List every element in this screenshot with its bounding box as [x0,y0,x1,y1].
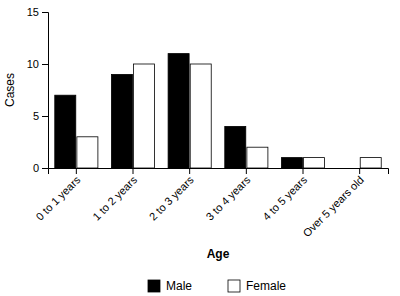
bar [168,54,189,168]
x-tick: 4 to 5 years [260,168,309,223]
x-tick-mark [359,168,360,174]
y-axis-title: Cases [3,73,17,107]
y-tick-mark [42,116,48,117]
x-tick-label: 1 to 2 years [90,173,139,222]
legend-label: Female [246,279,286,293]
x-axis-line [49,169,389,175]
x-tick: 0 to 1 years [33,168,82,223]
y-tick-label: 5 [33,110,39,122]
bar [338,168,359,169]
y-tick-label: 0 [33,162,39,174]
bar [134,64,155,168]
x-tick-label: 4 to 5 years [260,173,309,222]
x-tick-mark [303,168,304,174]
plot-area: 0 5 10 15 0 to 1 years1 to 2 years2 to 3 yea… [27,6,389,239]
x-axis-title: Age [207,247,230,261]
y-axis: 0 5 10 15 [27,6,49,174]
bar [111,74,132,168]
x-tick-label: Over 5 years old [300,174,366,240]
x-tick-label: 3 to 4 years [203,173,252,222]
y-axis-line [42,13,49,169]
legend-swatch [228,280,240,292]
y-tick-label: 10 [27,58,39,70]
x-tick: 3 to 4 years [203,168,252,223]
bar [247,147,268,168]
x-tick: Over 5 years old [300,168,366,239]
bar [55,95,76,168]
bar [360,158,381,168]
y-tick: 5 [33,110,48,122]
x-axis: 0 to 1 years1 to 2 years2 to 3 years3 to… [33,168,388,239]
x-tick-label: 0 to 1 years [33,173,82,222]
bar-series [77,64,381,168]
bars [55,54,381,168]
bar [304,158,325,168]
legend-item: Female [228,279,286,293]
y-tick-mark [42,64,48,65]
y-tick: 15 [27,6,48,18]
legend-label: Male [166,279,192,293]
chart-svg: 0 5 10 15 0 to 1 years1 to 2 years2 to 3 yea… [0,0,400,296]
x-tick: 1 to 2 years [90,168,139,223]
y-tick: 0 [33,162,48,174]
x-tick-mark [133,168,134,174]
x-tick-mark [189,168,190,174]
x-tick: 2 to 3 years [147,168,196,223]
legend-swatch [148,280,160,292]
legend-item: Male [148,279,192,293]
bar [190,64,211,168]
y-tick-mark [42,12,48,13]
bar-series [55,54,303,168]
y-tick-label: 15 [27,6,39,18]
y-tick-mark [42,168,48,169]
legend: Male Female [148,279,286,293]
x-tick-mark [76,168,77,174]
chart-container: 0 5 10 15 0 to 1 years1 to 2 years2 to 3 yea… [0,0,400,296]
bar [281,158,302,168]
x-tick-label: 2 to 3 years [147,173,196,222]
x-tick-mark [246,168,247,174]
bar [225,126,246,168]
y-tick: 10 [27,58,48,70]
bar [77,137,98,168]
